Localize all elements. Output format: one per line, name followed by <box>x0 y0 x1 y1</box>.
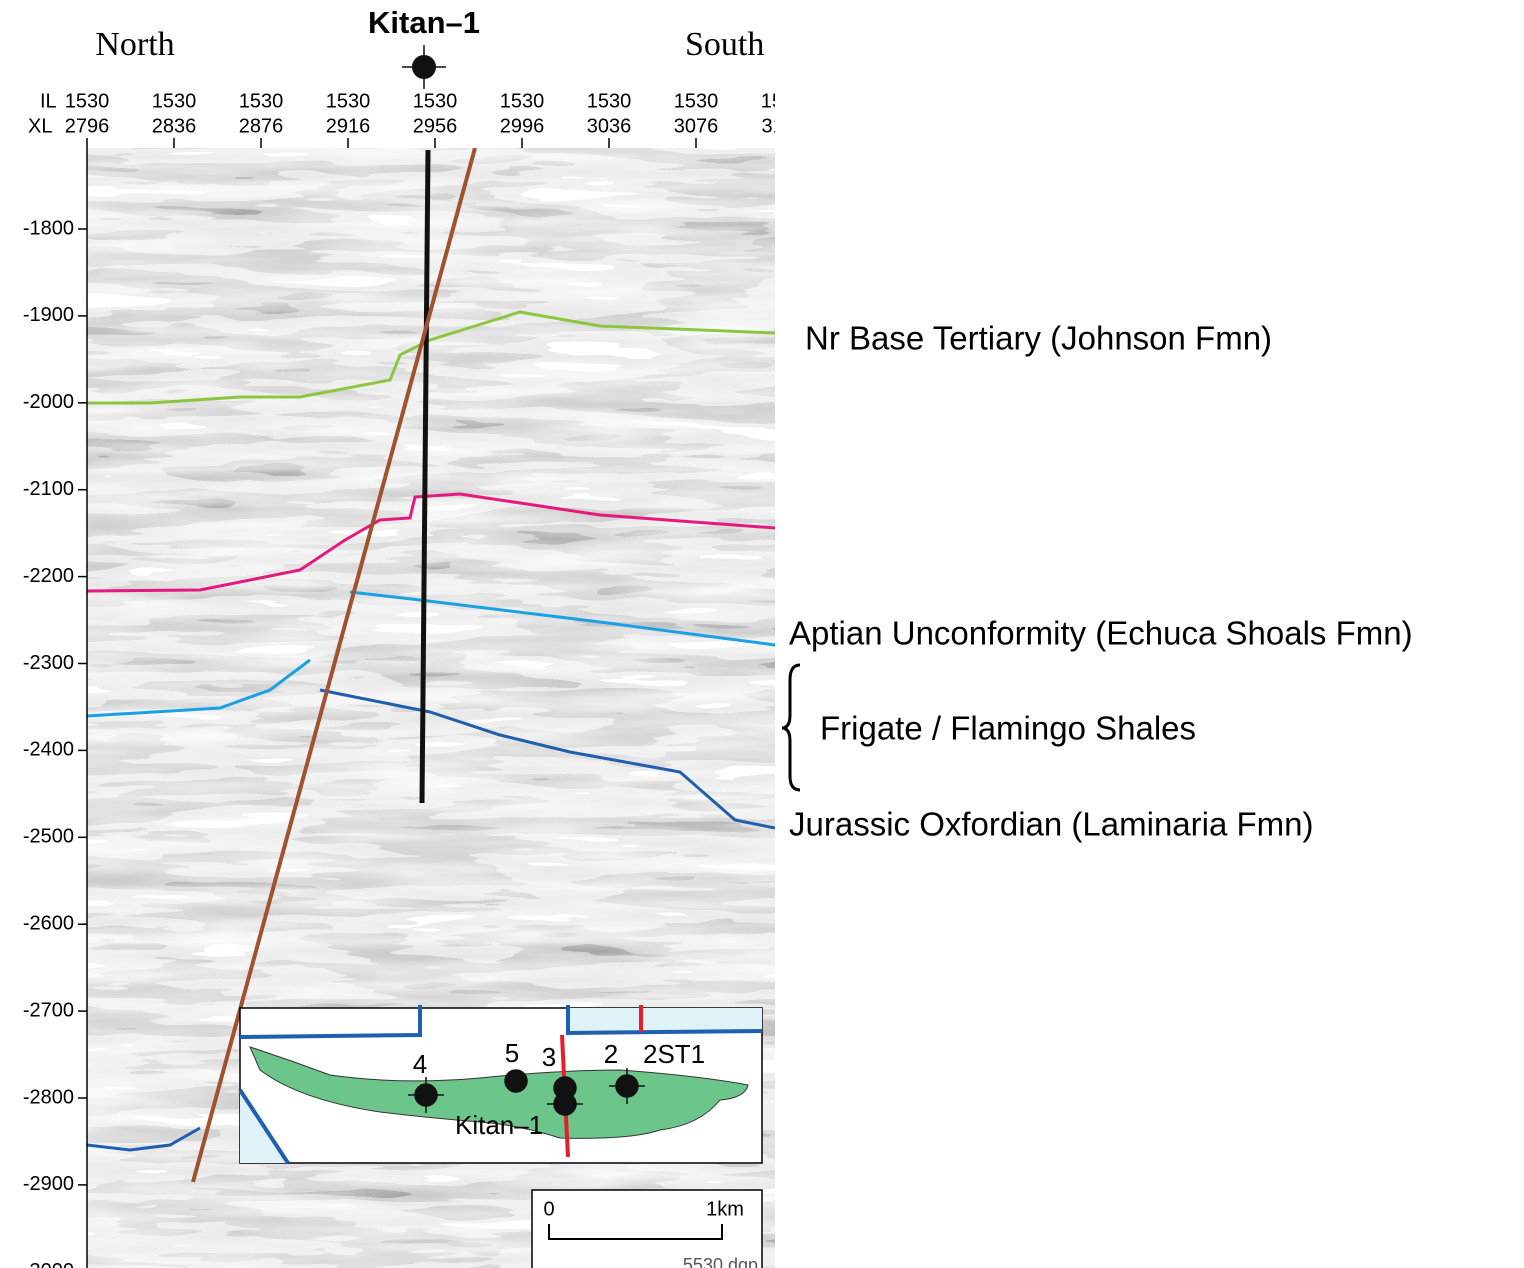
footer: 5530 dgp <box>683 1255 758 1268</box>
horizon-cyan <box>87 658 311 718</box>
horizon-label: Nr Base Tertiary (Johnson Fmn) <box>805 320 1272 357</box>
well-label: Kitan–1 <box>455 1110 543 1140</box>
il-label: IL <box>40 90 57 112</box>
horizon-cyan <box>349 590 775 647</box>
xl-label: XL <box>28 115 52 137</box>
inline-number: 1530 <box>152 90 197 112</box>
horizon-label: Jurassic Oxfordian (Laminaria Fmn) <box>789 806 1314 843</box>
well-number: 4 <box>413 1049 427 1079</box>
horizon-label: Aptian Unconformity (Echuca Shoals Fmn) <box>789 615 1413 652</box>
horizon-blue <box>319 688 775 830</box>
well-number: 3 <box>542 1042 556 1072</box>
depth-tick-label: -2000 <box>23 391 74 413</box>
well-path <box>419 149 431 804</box>
horizon-green <box>87 310 775 405</box>
scale-bar <box>548 1224 723 1240</box>
inline-number: 1530 <box>500 90 545 112</box>
inline-number: 1530 <box>761 90 806 112</box>
crossline-number: 2996 <box>500 115 545 137</box>
depth-tick-label: -2200 <box>23 565 74 587</box>
location-inset: 4 5 3 2 2ST1 Kitan–1 0 1km 5530 dgp <box>238 1005 763 1268</box>
well-dot <box>504 1069 528 1093</box>
direction-right: South <box>685 26 764 63</box>
depth-axis: -1800 -1900 -2000 -2100 -2200 -2300 -2400 -2500… <box>23 217 87 1268</box>
well-number: 2ST1 <box>643 1039 705 1069</box>
inset-shaded <box>568 1008 762 1033</box>
inset-boundary <box>238 1088 290 1165</box>
depth-tick-label: -2600 <box>23 912 74 934</box>
horizon-magenta <box>87 492 775 593</box>
depth-tick-label: -1800 <box>23 217 74 239</box>
inline-number: 1530 <box>413 90 458 112</box>
scale-label: 1km <box>706 1198 744 1220</box>
inline-number: 1530 <box>674 90 719 112</box>
depth-tick-label: -2700 <box>23 999 74 1021</box>
seismic-section <box>87 148 775 1268</box>
depth-tick-label: -2500 <box>23 826 74 848</box>
depth-tick-label: -2100 <box>23 478 74 500</box>
inset-boundary <box>566 1005 763 1036</box>
depth-tick-label: -2900 <box>23 1173 74 1195</box>
title: Kitan–1 <box>368 5 480 40</box>
top-labels: North South IL XL 1530 2796 1530 2836 1530 28… <box>28 26 806 148</box>
inline-number: 1530 <box>326 90 371 112</box>
inline-number: 1530 <box>239 90 284 112</box>
crossline-number: 2876 <box>239 115 284 137</box>
inline-number: 1530 <box>65 90 110 112</box>
crossline-number: 2916 <box>326 115 371 137</box>
depth-tick-label: -2400 <box>23 739 74 761</box>
depth-tick-label: -2800 <box>23 1086 74 1108</box>
horizon-label: Frigate / Flamingo Shales <box>820 710 1196 747</box>
crossline-number: 3036 <box>587 115 632 137</box>
depth-tick-label: -3000 <box>23 1260 74 1268</box>
crossline-number: 3116 <box>761 115 804 137</box>
crossline-number: 2836 <box>152 115 197 137</box>
brace <box>781 663 801 792</box>
scale-label: 0 <box>543 1198 554 1220</box>
wells <box>408 1068 645 1116</box>
depth-tick-label: -2300 <box>23 652 74 674</box>
direction-left: North <box>95 26 174 63</box>
scale-frame <box>531 1189 763 1268</box>
column-labels: 1530 2796 1530 2836 1530 2876 1530 2916 1530 2956… <box>65 90 806 148</box>
crossline-number: 2956 <box>413 115 458 137</box>
inset-boundary <box>239 1005 422 1039</box>
well-number: 2 <box>604 1039 618 1069</box>
crossline-number: 3076 <box>674 115 719 137</box>
inline-number: 1530 <box>587 90 632 112</box>
horizon-blue <box>87 1126 201 1152</box>
crossline-number: 2796 <box>65 115 110 137</box>
horizon-labels: Nr Base Tertiary (Johnson Fmn) Aptian Un… <box>781 320 1413 843</box>
depth-tick-label: -1900 <box>23 304 74 326</box>
well-number: 5 <box>505 1038 519 1068</box>
